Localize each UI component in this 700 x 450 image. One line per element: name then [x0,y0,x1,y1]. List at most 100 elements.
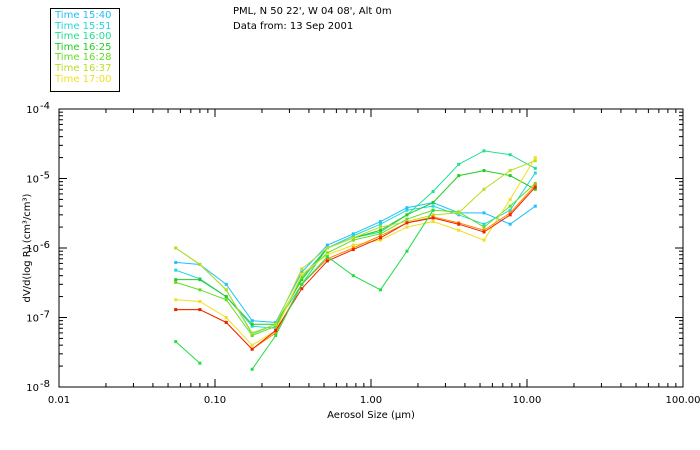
data-point [482,238,486,242]
data-point [274,329,278,333]
data-point [431,220,435,224]
data-point [378,236,382,240]
data-point [174,260,178,264]
data-point [378,238,382,242]
series-4 [174,181,537,338]
series-2 [174,149,537,336]
x-tick-labels: 0.01 0.10 1.00 10.00 100.00 [48,395,700,406]
data-point [533,171,537,175]
x-tick-label: 0.10 [204,395,226,406]
data-point [325,246,329,250]
y-tick-exponent: -7 [40,310,50,321]
data-point [300,287,304,291]
data-point [274,322,278,326]
data-point [508,169,512,173]
data-point [300,270,304,274]
data-point [508,211,512,215]
data-point [482,211,486,215]
legend-entry: Time 16:25 [55,41,112,53]
data-point [250,367,254,371]
series-8 [174,185,537,351]
y-tick-label: 10 [26,383,39,394]
data-point [198,299,202,303]
x-tick-label: 10.00 [513,395,542,406]
data-point [174,280,178,284]
data-point [457,222,461,226]
legend-entry: Time 15:40 [55,10,112,21]
data-point [300,272,304,276]
data-point [405,213,409,217]
data-point [508,213,512,217]
y-tick-label: 10 [26,314,39,325]
data-point [351,238,355,242]
series-line [175,184,536,350]
data-point [457,174,461,178]
data-point [482,187,486,191]
data-point [482,230,486,234]
header-location: PML, N 50 22', W 04 08', Alt 0m [233,6,392,17]
data-point [533,204,537,208]
data-point [378,228,382,232]
data-point [250,331,254,335]
data-point [378,230,382,234]
legend-entry: Time 16:37 [55,62,112,74]
series-layer [174,149,537,371]
data-point [198,361,202,365]
chart-header: PML, N 50 22', W 04 08', Alt 0m Data fro… [233,4,392,34]
data-point [405,249,409,253]
data-point [405,206,409,210]
data-point [174,298,178,302]
series-1 [174,171,537,330]
data-point [533,156,537,160]
data-point [508,174,512,178]
data-point [250,322,254,326]
series-line [175,186,536,350]
data-point [325,243,329,247]
data-point [174,278,178,282]
data-point [174,340,178,344]
data-point [378,288,382,292]
data-point [378,222,382,226]
data-point [378,225,382,229]
series-9 [174,208,435,371]
data-point [533,183,537,187]
x-tick-label: 0.01 [48,395,70,406]
data-point [198,278,202,282]
data-point [457,228,461,232]
data-point [224,316,228,319]
y-tick-label: 10 [26,105,39,116]
data-point [274,320,278,324]
x-tick-label: 100.00 [666,395,700,406]
data-point [325,259,329,263]
series-7 [174,183,537,351]
data-point [482,169,486,173]
y-tick-exponent: -4 [40,101,50,112]
data-point [378,220,382,224]
data-point [250,343,254,347]
y-tick-label: 10 [26,175,39,186]
data-point [250,324,254,328]
data-point [533,185,537,189]
data-point [198,262,202,266]
data-point [431,201,435,205]
data-point [405,225,409,229]
data-point [457,213,461,217]
y-tick-exponent: -6 [40,240,50,251]
data-point [300,267,304,271]
legend-entry: Time 17:00 [55,73,112,85]
data-point [351,243,355,247]
data-point [325,253,329,257]
y-tick-label: 10 [26,244,39,255]
legend-entry: Time 16:00 [55,31,112,43]
legend: Time 15:40 Time 15:51 Time 16:00 Time 16:25… [50,8,120,92]
data-point [325,257,329,261]
y-axis-label: dV/d(log R) (cm³/cm³) [22,193,33,302]
series-line [175,157,536,346]
data-point [174,268,178,272]
data-point [508,208,512,212]
data-point [431,190,435,194]
data-point [325,251,329,255]
data-point [274,331,278,335]
data-point [250,347,254,351]
